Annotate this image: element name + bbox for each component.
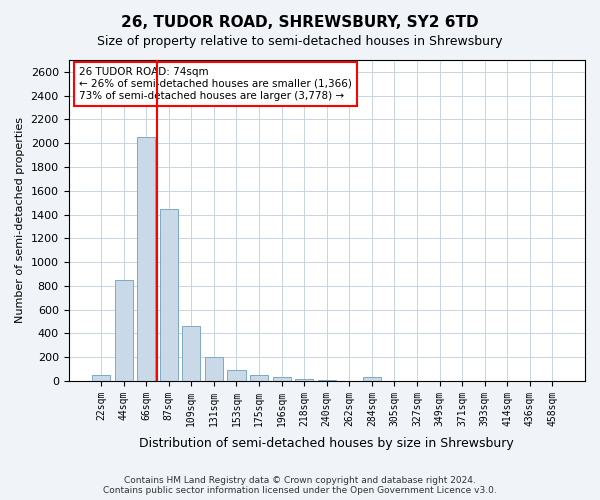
Bar: [227, 370, 245, 381]
Text: 26, TUDOR ROAD, SHREWSBURY, SY2 6TD: 26, TUDOR ROAD, SHREWSBURY, SY2 6TD: [121, 15, 479, 30]
Bar: [115, 280, 133, 381]
Bar: [363, 378, 381, 381]
Text: Size of property relative to semi-detached houses in Shrewsbury: Size of property relative to semi-detach…: [97, 35, 503, 48]
Text: 26 TUDOR ROAD: 74sqm
← 26% of semi-detached houses are smaller (1,366)
73% of se: 26 TUDOR ROAD: 74sqm ← 26% of semi-detac…: [79, 68, 352, 100]
Bar: [250, 375, 268, 381]
Bar: [92, 375, 110, 381]
Bar: [318, 380, 336, 381]
Text: Contains HM Land Registry data © Crown copyright and database right 2024.
Contai: Contains HM Land Registry data © Crown c…: [103, 476, 497, 495]
X-axis label: Distribution of semi-detached houses by size in Shrewsbury: Distribution of semi-detached houses by …: [139, 437, 514, 450]
Y-axis label: Number of semi-detached properties: Number of semi-detached properties: [15, 118, 25, 324]
Bar: [160, 208, 178, 381]
Bar: [295, 379, 313, 381]
Bar: [137, 138, 155, 381]
Bar: [182, 326, 200, 381]
Bar: [272, 378, 290, 381]
Bar: [205, 357, 223, 381]
